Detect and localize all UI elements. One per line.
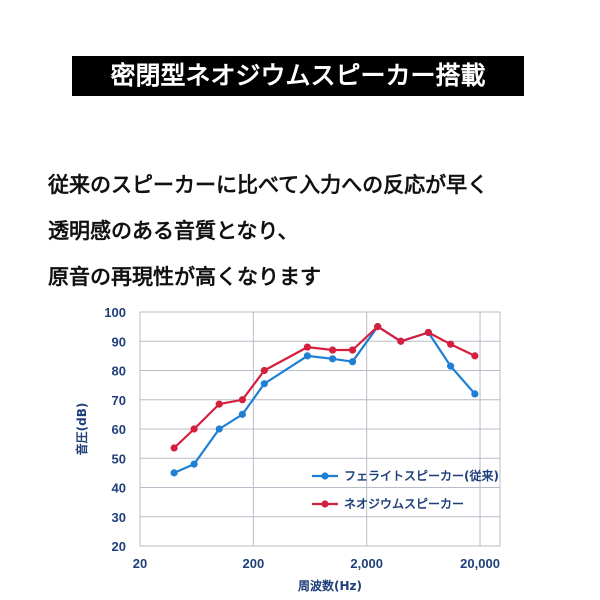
series-1-point [348,358,357,366]
series-2-point [424,328,432,337]
series-2-point [303,343,312,351]
series-2-point [238,396,246,404]
y-tick-label: 70 [112,393,126,408]
legend-label-1: フェライトスピーカー(従来) [344,468,499,483]
x-axis-title: 周波数(Hz) [298,578,362,593]
y-tick-label: 40 [112,481,126,496]
series-1-point [471,390,479,398]
series-2-point [260,366,268,375]
series-2-point [471,352,479,360]
series-2-point [447,340,455,348]
series-2-point [397,337,405,345]
x-tick-label: 20,000 [460,556,500,571]
x-tick-label: 2,000 [350,556,383,571]
series-1-point [260,380,268,388]
y-tick-label: 50 [112,451,126,466]
description-line-3: 原音の再現性が高くなります [48,265,321,289]
series-2-point [170,444,178,452]
description: 従来のスピーカーに比べて入力への反応が早く 透明感のある音質となり、 原音の再現… [48,162,588,300]
y-axis-title: 音圧(dB) [74,403,89,456]
y-tick-label: 60 [112,422,126,437]
x-tick-label: 20 [133,556,147,571]
legend-marker-1 [321,472,329,480]
y-tick-label: 30 [112,510,126,525]
series-1-point [447,362,455,370]
series-2-point [348,346,357,354]
series-1-point [190,460,198,468]
series-1-point [238,410,246,418]
description-line-2: 透明感のある音質となり、 [48,219,299,243]
y-tick-label: 90 [112,334,126,349]
series-1-point [170,469,178,477]
x-tick-label: 200 [242,556,264,571]
series-2-point [374,323,382,331]
description-line-1: 従来のスピーカーに比べて入力への反応が早く [48,173,489,197]
y-tick-label: 20 [112,539,126,554]
frequency-response-chart: 20 30 40 50 60 70 80 90 100 20 200 2,000 20,000 周波数(H… [74,305,501,593]
y-tick-label: 100 [104,305,126,320]
series-2-point [190,425,198,433]
series-1-point [215,425,223,433]
series-1-point [328,355,337,363]
legend-label-2: ネオジウムスピーカー [344,497,464,511]
legend-marker-2 [321,500,329,508]
series-2-point [328,346,337,354]
series-1-point [303,352,312,360]
y-tick-label: 80 [112,364,126,379]
page-title: 密閉型ネオジウムスピーカー搭載 [72,56,524,96]
series-2-point [215,400,223,408]
